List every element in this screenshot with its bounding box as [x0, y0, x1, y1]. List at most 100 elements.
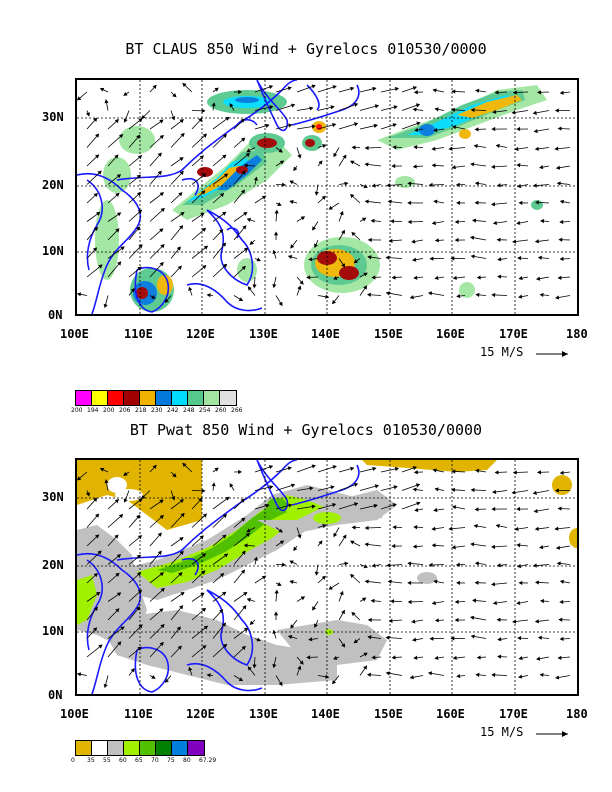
wind-vector-head: [136, 554, 142, 559]
wind-vector-head: [312, 226, 317, 231]
wind-vector-head: [289, 199, 294, 205]
wind-vector-head: [455, 182, 460, 187]
wind-vector-head: [555, 545, 561, 550]
wind-vector-head: [93, 497, 98, 502]
wind-vector-head: [516, 220, 521, 225]
wind-vector: [233, 225, 247, 241]
wind-vector-head: [328, 585, 333, 590]
wind-vector-head: [309, 106, 314, 111]
wind-vector-head: [344, 561, 349, 566]
wind-vector-head: [240, 498, 245, 503]
wind-vector-head: [363, 272, 368, 277]
wind-vector-head: [433, 507, 438, 513]
wind-vector-head: [318, 540, 323, 545]
wind-vector: [275, 104, 295, 111]
wind-vector-head: [386, 183, 391, 188]
wind-vector-head: [350, 160, 355, 165]
wind-vector-head: [559, 470, 564, 475]
wind-vector: [212, 242, 226, 259]
wind-vector-head: [247, 666, 252, 671]
wind-vector-head: [177, 265, 182, 270]
wind-vector-head: [222, 154, 227, 159]
wind-vector-head: [388, 238, 393, 243]
wind-vector-head: [157, 550, 162, 555]
wind-vector-head: [160, 624, 165, 629]
wind-vector-head: [363, 665, 368, 670]
claus-map[interactable]: [75, 78, 579, 316]
wind-vector-head: [474, 507, 479, 512]
wind-vector-head: [411, 239, 416, 244]
colorbar-label: 60: [119, 757, 127, 764]
wind-vector-head: [473, 523, 478, 529]
wind-vector-head: [219, 229, 224, 234]
wind-vector: [401, 502, 421, 510]
wind-vector-head: [431, 600, 437, 606]
wind-vector-head: [491, 292, 496, 298]
wind-vector-head: [242, 225, 247, 230]
wind-vector-head: [495, 143, 500, 149]
colorbar-swatch: [140, 391, 156, 405]
wind-vector-head: [536, 656, 541, 661]
colorbar-swatch: [188, 741, 204, 755]
wind-vector-head: [431, 163, 436, 168]
wind-vector-head: [99, 87, 105, 92]
wind-vector-head: [536, 276, 541, 281]
wind-vector-head: [450, 107, 456, 112]
wind-vector-head: [451, 165, 456, 170]
wind-vector-head: [272, 249, 277, 254]
wind-vector-head: [497, 274, 502, 279]
wind-vector-head: [363, 564, 368, 569]
lat-label-10n: 10N: [42, 244, 64, 258]
wind-vector-head: [559, 90, 564, 95]
wind-vector-head: [364, 542, 369, 547]
wind-vector-head: [470, 107, 475, 113]
wind-vector-head: [339, 210, 344, 216]
wind-vector-head: [392, 145, 397, 150]
pwat-map[interactable]: [75, 458, 579, 696]
wind-vector: [149, 624, 165, 639]
wind-vector-head: [85, 112, 90, 117]
colorbar-swatch: [76, 741, 92, 755]
wind-vector-head: [137, 589, 143, 594]
wind-vector-head: [180, 211, 185, 216]
wind-vector-head: [269, 485, 274, 490]
wind-vector-head: [554, 526, 559, 531]
lat-label-10n: 10N: [42, 624, 64, 638]
lat-label-0n: 0N: [48, 688, 63, 702]
wind-vector-head: [451, 469, 456, 474]
wind-vector-head: [407, 599, 412, 605]
wind-vector-head: [353, 259, 359, 264]
wind-vector-head: [211, 102, 216, 107]
lon-label-180: 180: [566, 327, 588, 341]
wind-vector-head: [214, 87, 219, 92]
wind-vector-head: [115, 572, 120, 577]
wind-vector-head: [540, 218, 545, 224]
wind-vector-head: [353, 502, 359, 507]
wind-vector: [191, 133, 207, 148]
wind-vector-head: [454, 617, 459, 623]
wind-vector-head: [95, 133, 100, 138]
wind-vector-head: [475, 672, 480, 678]
wind-vector-head: [93, 226, 98, 232]
wind-vector-head: [333, 532, 338, 538]
wind-vector-head: [558, 237, 563, 242]
wind-vector-head: [138, 624, 143, 629]
wind-vector: [317, 85, 337, 93]
wind-vector: [212, 622, 226, 639]
wind-vector-head: [222, 534, 227, 539]
wind-vector-head: [371, 563, 376, 568]
wind-vector: [149, 262, 164, 278]
wind-vector-head: [159, 192, 164, 197]
wind-vector-head: [470, 254, 475, 259]
colorbar-swatch: [172, 741, 188, 755]
wind-vector-head: [394, 466, 400, 472]
wind-vector-head: [516, 183, 522, 189]
wind-vector-head: [94, 534, 100, 539]
wind-vector-head: [407, 181, 412, 186]
lon-label-140e: 140E: [311, 707, 340, 721]
wind-vector: [401, 104, 420, 111]
wind-vector-head: [475, 468, 480, 473]
wind-vector-head: [450, 256, 455, 261]
wind-vector-head: [151, 675, 156, 679]
wind-vector-head: [120, 246, 125, 251]
